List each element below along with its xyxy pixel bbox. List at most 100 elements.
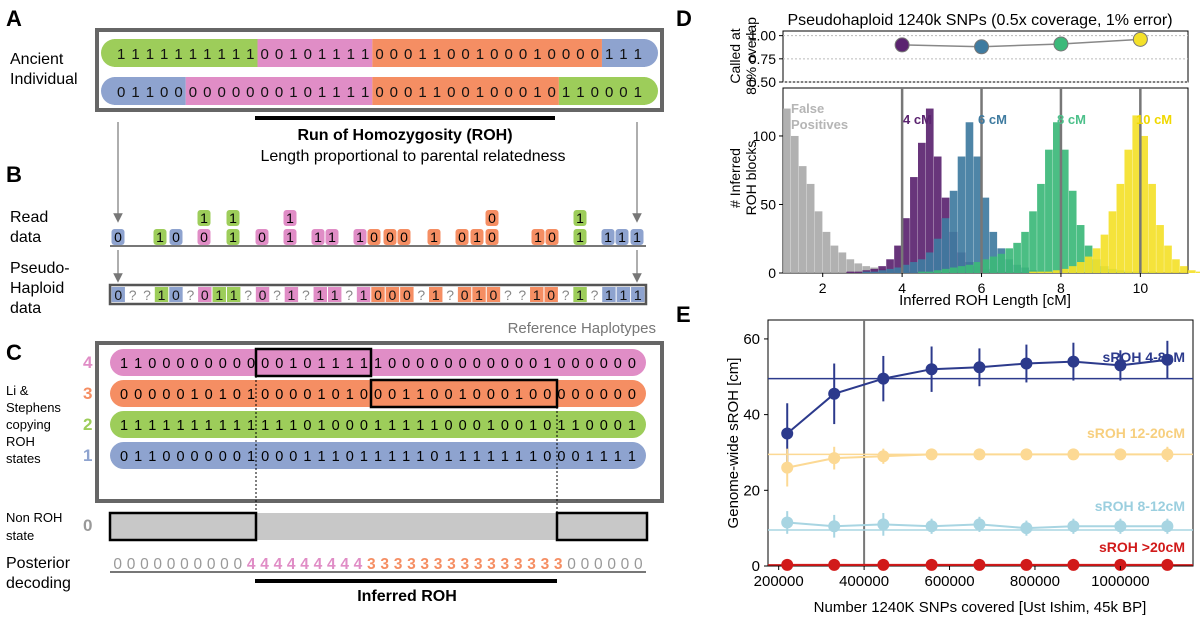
allele-digit: 0 bbox=[275, 46, 283, 63]
d-hist-bar bbox=[1060, 268, 1069, 273]
reference-allele: 0 bbox=[219, 356, 227, 372]
copy-box-orange bbox=[369, 378, 559, 409]
posterior-digit: 0 bbox=[621, 556, 630, 573]
posterior-digit: 3 bbox=[501, 556, 510, 573]
read-box bbox=[383, 229, 397, 245]
e-point bbox=[1067, 520, 1080, 533]
d-hist-bar bbox=[1132, 115, 1141, 273]
pseudo-box bbox=[457, 287, 472, 302]
reference-allele: 1 bbox=[148, 449, 156, 465]
li-stephens-2: Stephens bbox=[6, 400, 61, 415]
posterior-digit: 0 bbox=[607, 556, 616, 573]
posterior-digit: 3 bbox=[541, 556, 550, 573]
reference-allele: 0 bbox=[261, 449, 269, 465]
posterior-digit: 4 bbox=[287, 556, 296, 573]
pseudo-digit: 1 bbox=[360, 287, 368, 303]
reference-allele: 1 bbox=[332, 449, 340, 465]
read-digit: 0 bbox=[386, 229, 394, 245]
d-hist-bar bbox=[925, 252, 934, 273]
read-digit: 1 bbox=[576, 229, 584, 245]
d-hist-bar bbox=[949, 190, 958, 273]
pseudo-digit: 1 bbox=[576, 287, 584, 303]
d-main-ytick-label: 100 bbox=[753, 128, 777, 144]
haplotype-segment bbox=[114, 39, 258, 67]
allele-digit: 0 bbox=[232, 84, 240, 101]
pseudo-digit: ? bbox=[417, 287, 425, 303]
d-hist-bar bbox=[1092, 248, 1101, 273]
reference-allele: 0 bbox=[303, 387, 311, 403]
posterior-digit: 0 bbox=[234, 556, 243, 573]
panel-a-letter: A bbox=[6, 6, 22, 31]
reference-allele: 0 bbox=[162, 387, 170, 403]
pseudo-box bbox=[631, 287, 645, 302]
e-point bbox=[1161, 448, 1174, 461]
reference-frame bbox=[95, 341, 664, 503]
allele-digit: 1 bbox=[246, 46, 254, 63]
allele-digit: 1 bbox=[605, 46, 613, 63]
e-point bbox=[1020, 357, 1033, 370]
read-digit: 1 bbox=[618, 229, 626, 245]
d-hist-bar bbox=[1021, 231, 1029, 273]
allele-digit: 0 bbox=[390, 46, 398, 63]
reference-allele: 1 bbox=[557, 418, 565, 434]
read-box bbox=[485, 229, 499, 245]
pseudo-box bbox=[602, 287, 616, 302]
pseudo-box bbox=[429, 287, 443, 302]
reference-allele: 0 bbox=[233, 387, 241, 403]
reference-allele: 1 bbox=[162, 418, 170, 434]
reference-allele: 0 bbox=[205, 387, 213, 403]
allele-digit: 0 bbox=[591, 84, 599, 101]
pseudo-digit: 0 bbox=[403, 287, 411, 303]
allele-digit: 1 bbox=[347, 84, 355, 101]
allele-digit: 1 bbox=[418, 84, 426, 101]
read-box bbox=[111, 229, 125, 245]
read-digit: 0 bbox=[400, 229, 408, 245]
reference-allele: 0 bbox=[332, 418, 340, 434]
reference-allele: 1 bbox=[628, 449, 636, 465]
reference-allele: 1 bbox=[445, 449, 453, 465]
reference-allele: 1 bbox=[402, 418, 410, 434]
haplotype-number: 3 bbox=[83, 384, 92, 403]
e-ytick-label: 20 bbox=[743, 482, 760, 499]
reference-allele: 0 bbox=[501, 387, 509, 403]
read-digit: 1 bbox=[286, 210, 294, 226]
reference-allele: 1 bbox=[134, 449, 142, 465]
pseudo-box bbox=[371, 287, 385, 302]
allele-digit: 1 bbox=[232, 46, 240, 63]
reference-allele: 1 bbox=[571, 418, 579, 434]
posterior-digit: 4 bbox=[340, 556, 349, 573]
read-box bbox=[169, 229, 183, 245]
e-point bbox=[1067, 355, 1080, 368]
pseudo-box bbox=[486, 287, 501, 302]
ancient-label-1: Ancient bbox=[10, 51, 64, 68]
reference-allele: 0 bbox=[571, 387, 579, 403]
allele-digit: 1 bbox=[361, 46, 369, 63]
pseudo-box bbox=[226, 287, 241, 302]
e-point bbox=[925, 558, 938, 571]
reference-allele: 1 bbox=[318, 418, 326, 434]
pseudo-label-2: Haploid bbox=[10, 280, 64, 297]
reference-allele: 1 bbox=[275, 418, 283, 434]
reference-haplotypes: 4 1 1 0 0 0 0 0 0 0 0 0 0 1 0 1 1 1 1 1 0 0 0 0 0 0 0 0 0 0 0 1 0 0 0 0 0 03 0… bbox=[83, 349, 646, 469]
reference-haplotypes-title: Reference Haplotypes bbox=[508, 320, 656, 337]
d-hist-bar bbox=[902, 264, 910, 273]
reference-allele: 0 bbox=[473, 418, 481, 434]
d-hist-bar bbox=[1045, 149, 1053, 273]
d-series-label: 4 cM bbox=[903, 112, 932, 127]
e-point bbox=[973, 558, 986, 571]
reference-allele: 0 bbox=[332, 387, 340, 403]
d-hist-bar bbox=[1076, 262, 1085, 273]
pseudo-digit: 0 bbox=[490, 287, 498, 303]
allele-digit: 0 bbox=[304, 84, 312, 101]
read-digit: 0 bbox=[488, 210, 496, 226]
d-xtick-label: 10 bbox=[1133, 280, 1149, 296]
posterior-digit: 3 bbox=[514, 556, 523, 573]
e-xlabel: Number 1240K SNPs covered [Ust Ishim, 45… bbox=[814, 599, 1147, 616]
read-digit: 1 bbox=[604, 229, 612, 245]
reference-allele: 1 bbox=[529, 418, 537, 434]
roh-subtitle: Length proportional to parental relatedn… bbox=[260, 148, 565, 165]
reference-allele: 1 bbox=[233, 418, 241, 434]
allele-digit: 0 bbox=[504, 46, 512, 63]
